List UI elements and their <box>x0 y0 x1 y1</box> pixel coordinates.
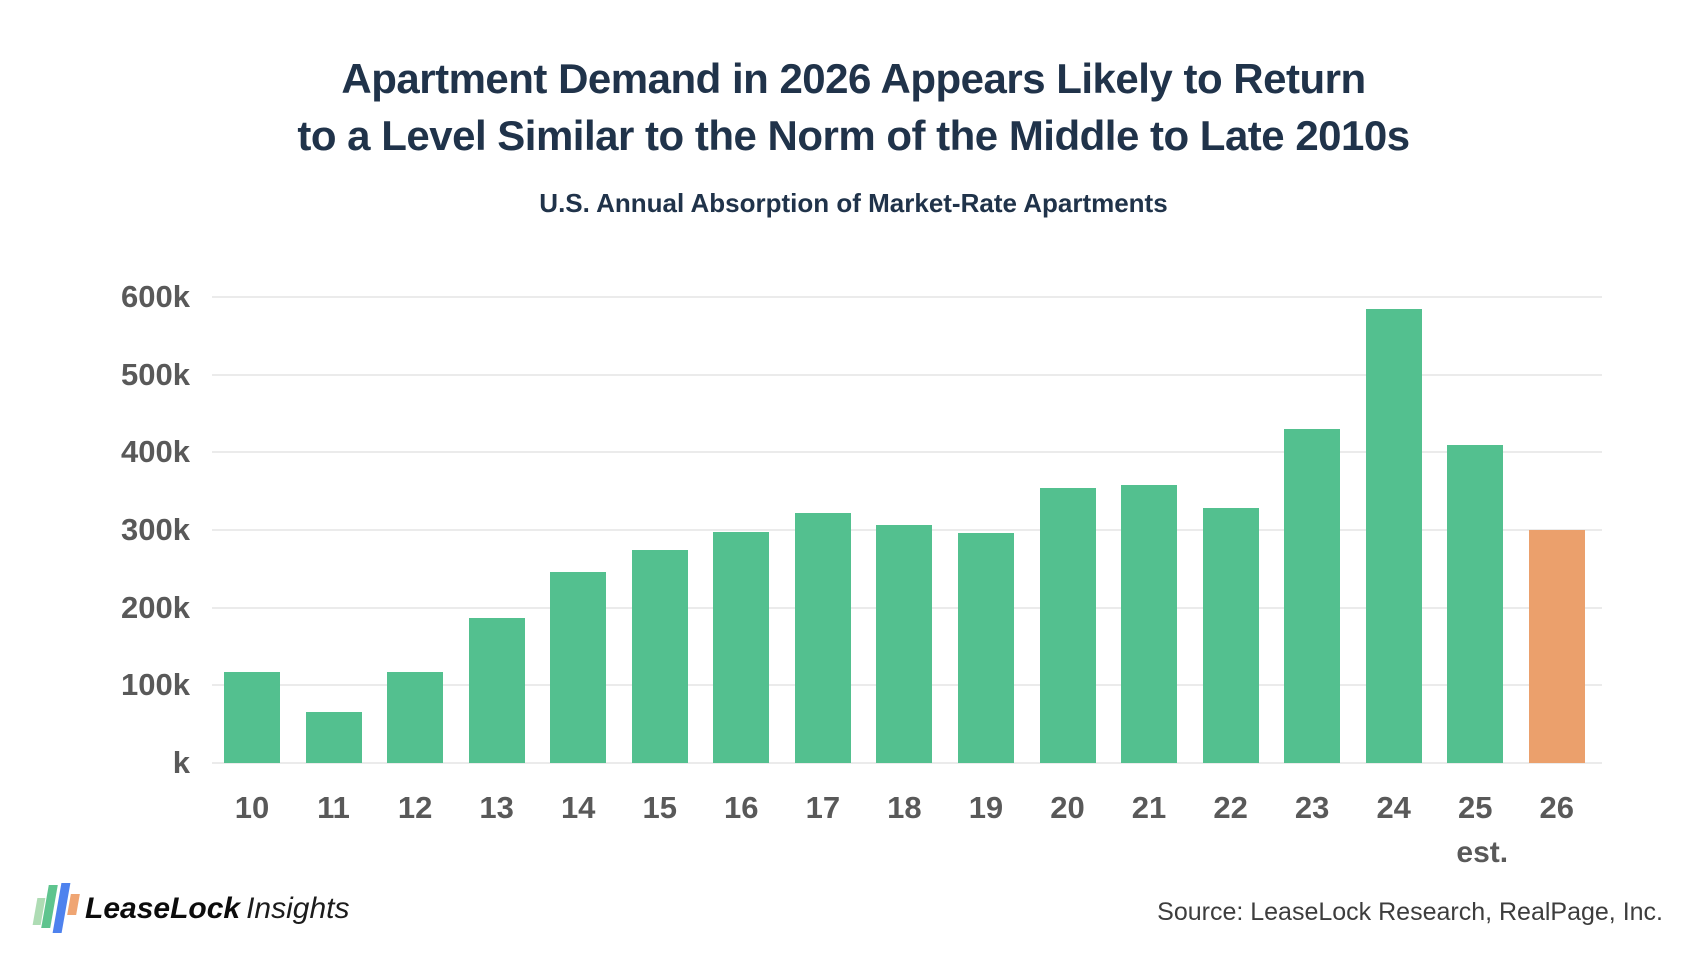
logo-insights-word: Insights <box>246 892 350 925</box>
logo-bar-icon-4 <box>67 894 80 915</box>
x-axis-label-12: 12 <box>397 790 433 825</box>
x-axis-label-21: 21 <box>1131 790 1167 825</box>
y-axis-tick-k: k <box>172 745 190 780</box>
y-axis-tick-400k: 400k <box>121 434 190 470</box>
title-line-1: Apartment Demand in 2026 Appears Likely … <box>341 55 1366 102</box>
bar-2024 <box>1365 308 1422 763</box>
page-title: Apartment Demand in 2026 Appears Likely … <box>0 50 1707 164</box>
bar-2019 <box>957 533 1014 763</box>
y-axis-tick-600k: 600k <box>121 279 190 314</box>
bar-2026 <box>1528 530 1585 763</box>
chart-subtitle: U.S. Annual Absorption of Market-Rate Ap… <box>539 188 1168 218</box>
y-axis-tick-500k: 500k <box>121 356 190 392</box>
logo-leaselock-word: LeaseLock <box>85 892 241 925</box>
x-axis-label-18: 18 <box>887 790 922 825</box>
leaselock-logo-text: LeaseLock Insights <box>85 892 349 926</box>
gridline-400k <box>212 451 1602 454</box>
bar-2012 <box>387 672 444 763</box>
bar-2010 <box>224 672 280 763</box>
y-axis-tick-300k: 300k <box>121 512 190 547</box>
bar-2023 <box>1284 429 1341 763</box>
x-axis-label-26: 26 <box>1539 790 1575 825</box>
x-axis-label-16: 16 <box>724 790 759 825</box>
bar-2013 <box>468 617 525 763</box>
x-axis-label-24: 24 <box>1376 790 1411 825</box>
bar-2025 <box>1447 444 1504 763</box>
x-axis-label-22: 22 <box>1213 790 1248 825</box>
y-axis-tick-200k: 200k <box>121 589 190 625</box>
x-axis-label-13: 13 <box>479 790 514 825</box>
gridline-600k <box>212 296 1602 298</box>
bar-2018 <box>876 524 933 763</box>
x-axis-sublabel-est: est. <box>1456 836 1509 869</box>
bar-2011 <box>305 711 362 763</box>
source-attribution: Source: LeaseLock Research, RealPage, In… <box>1157 898 1663 926</box>
gridline-500k <box>212 373 1602 376</box>
bar-chart-plot-area: 600k 500k 400k 300k 200k 100k k 10 11 12 13 14 15 16 1… <box>121 279 1602 869</box>
bar-2015 <box>631 550 688 763</box>
x-axis-label-20: 20 <box>1050 790 1085 825</box>
title-line-2: to a Level Similar to the Norm of the Mi… <box>297 112 1410 159</box>
bar-2016 <box>713 531 770 763</box>
x-axis-label-15: 15 <box>642 790 677 825</box>
bar-2014 <box>550 571 607 763</box>
leaselock-logo-mark-icon <box>32 883 85 933</box>
x-axis-label-14: 14 <box>560 790 596 825</box>
x-axis-label-11: 11 <box>317 790 350 825</box>
x-axis-label-25: 25 <box>1458 790 1493 825</box>
bar-2017 <box>794 512 851 763</box>
x-axis-label-19: 19 <box>968 790 1004 825</box>
gridline-k <box>212 762 1602 764</box>
bar-2020 <box>1039 488 1096 763</box>
x-axis-label-10: 10 <box>234 790 270 825</box>
x-axis-label-23: 23 <box>1294 790 1330 825</box>
bar-2022 <box>1202 508 1259 763</box>
bar-2021 <box>1121 484 1178 763</box>
y-axis-tick-100k: 100k <box>121 667 190 703</box>
x-axis-label-17: 17 <box>805 790 841 825</box>
